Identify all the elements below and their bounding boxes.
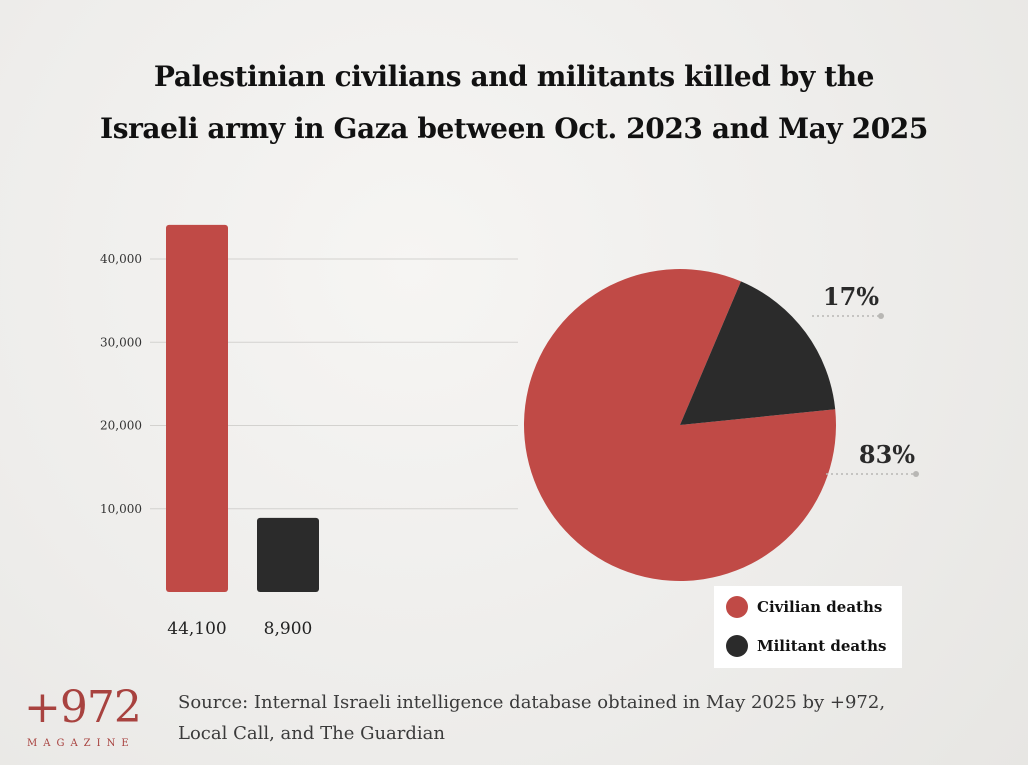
y-tick-label: 30,000 bbox=[100, 335, 142, 349]
bar-militant bbox=[257, 517, 319, 592]
bar-value-label: 8,900 bbox=[264, 619, 313, 639]
legend-swatch-militant bbox=[726, 635, 748, 657]
pie-slice-militant bbox=[680, 281, 836, 425]
legend-item-militant: Militant deaths bbox=[726, 635, 886, 657]
chart-title-line-2: Israeli army in Gaza between Oct. 2023 a… bbox=[100, 112, 928, 145]
logo-wordmark: +972 bbox=[24, 682, 142, 733]
legend-label-militant: Militant deaths bbox=[757, 637, 887, 655]
bar-civilian bbox=[166, 224, 228, 592]
pie-label-militant: 17% bbox=[823, 282, 879, 311]
magazine-logo: +972 MAGAZINE bbox=[24, 686, 154, 752]
pie-slice-civilian bbox=[523, 268, 836, 581]
source-line-1: Source: Internal Israeli intelligence da… bbox=[178, 692, 886, 713]
legend-label-civilian: Civilian deaths bbox=[757, 598, 883, 616]
chart-title-line-1: Palestinian civilians and militants kill… bbox=[153, 60, 875, 93]
y-tick-label: 40,000 bbox=[100, 252, 142, 266]
leader-dot-civilian bbox=[913, 471, 919, 477]
source-note: Source: Internal Israeli intelligence da… bbox=[178, 687, 998, 749]
y-tick-label: 20,000 bbox=[100, 419, 142, 433]
source-line-2: Local Call, and The Guardian bbox=[178, 723, 445, 744]
leader-dot-militant bbox=[878, 313, 884, 319]
pie-label-civilian: 83% bbox=[859, 440, 915, 469]
legend-item-civilian: Civilian deaths bbox=[726, 596, 882, 618]
logo-subtitle: MAGAZINE bbox=[27, 738, 135, 749]
y-tick-label: 10,000 bbox=[100, 502, 142, 516]
bar-value-label: 44,100 bbox=[167, 619, 226, 639]
legend-swatch-civilian bbox=[726, 596, 748, 618]
legend: Civilian deaths Militant deaths bbox=[714, 586, 902, 668]
